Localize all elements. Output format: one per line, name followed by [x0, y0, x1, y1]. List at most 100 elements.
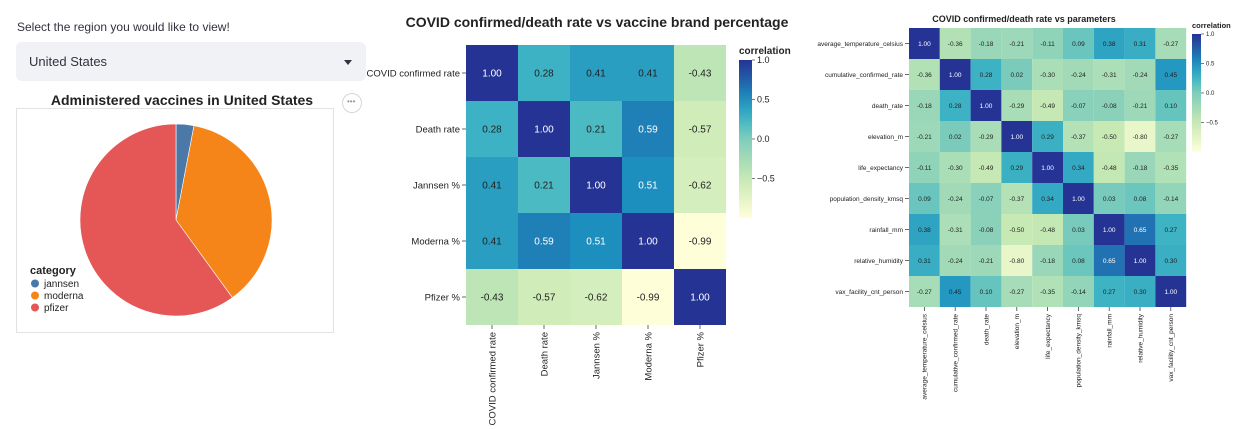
heatmap-cell-value: 0.31: [918, 258, 931, 265]
heatmap-cell-value: -0.57: [689, 125, 712, 136]
x-tick-label: average_temperature_celsius: [922, 313, 929, 399]
heatmap-cell: [939, 183, 971, 214]
heatmap-cell: [1124, 90, 1156, 121]
heatmap-cell: [466, 213, 518, 269]
heatmap-cell: [466, 157, 518, 213]
heatmap-cell: [1093, 152, 1125, 183]
heatmap-cell: [570, 269, 622, 325]
colorbar-title: correlation: [1192, 21, 1231, 30]
heatmap-cell-value: 1.00: [949, 72, 962, 79]
heatmap-cell: [1032, 90, 1063, 121]
heatmap-cell-value: 0.09: [918, 196, 931, 203]
heatmap-cell-value: 0.59: [534, 237, 554, 248]
y-tick-label: population_density_kmsq: [830, 196, 904, 203]
heatmap-cell: [1001, 59, 1033, 90]
heatmap-cell: [518, 157, 570, 213]
heatmap-cell: [466, 45, 518, 101]
colorbar-tick-label: 0.5: [1206, 62, 1215, 68]
heatmap-cell: [970, 152, 1002, 183]
heatmap-cell: [939, 28, 971, 59]
heatmap-cell: [466, 101, 518, 157]
x-tick-label: Death rate: [539, 332, 550, 376]
heatmap-cell: [1001, 152, 1033, 183]
heatmap-cell: [570, 101, 622, 157]
heatmap-cell: [939, 276, 971, 307]
y-tick-label: rainfall_mm: [869, 227, 903, 234]
x-tick-label: life_expectancy: [1045, 313, 1052, 359]
heatmap-cell: [939, 214, 971, 245]
heatmap-cell: [909, 245, 940, 276]
heatmap-cell: [1124, 245, 1156, 276]
heatmap-cell-value: 0.38: [1103, 41, 1116, 48]
heatmap-cell-value: -0.50: [1102, 134, 1117, 141]
heatmap-cell: [1032, 214, 1063, 245]
y-tick-label: vax_facility_cnt_person: [835, 289, 903, 296]
heatmap-cell-value: 1.00: [918, 41, 931, 48]
heatmap-cell: [1155, 59, 1187, 90]
heatmap-cell: [1063, 183, 1094, 214]
heatmap-cell-value: 1.00: [690, 293, 710, 304]
heatmap-cell: [674, 101, 726, 157]
heatmap-cell: [622, 45, 674, 101]
heatmap-cell: [518, 45, 570, 101]
heatmap-cell: [1001, 183, 1033, 214]
heatmap-cell: [570, 213, 622, 269]
heatmap-cell-value: -0.62: [585, 293, 608, 304]
heatmap-cell: [970, 276, 1002, 307]
heatmap-cell: [909, 59, 940, 90]
heatmap-cell-value: -0.21: [979, 258, 994, 265]
vaccine-brand-heatmap: COVID confirmed/death rate vs vaccine br…: [367, 14, 791, 425]
heatmap-title: COVID confirmed/death rate vs vaccine br…: [406, 14, 789, 30]
heatmap-cell-value: -0.11: [1040, 41, 1055, 48]
heatmap-cell: [1093, 214, 1125, 245]
heatmap-cell-value: -0.21: [1009, 41, 1024, 48]
heatmap-cell: [909, 183, 940, 214]
heatmap-cell-value: -0.14: [1163, 196, 1178, 203]
heatmap-cell-value: -0.24: [948, 196, 963, 203]
heatmap-cell-value: -0.80: [1133, 134, 1148, 141]
x-tick-label: vax_facility_cnt_person: [1168, 314, 1175, 382]
heatmap-cell-value: -0.31: [948, 227, 963, 234]
heatmap-cell: [622, 157, 674, 213]
region-select[interactable]: United States: [16, 42, 366, 81]
heatmap-cell-value: -0.99: [689, 237, 712, 248]
heatmap-cell: [1093, 28, 1125, 59]
heatmap-cell-value: -0.35: [1040, 289, 1055, 296]
heatmap-cell: [1155, 28, 1187, 59]
region-select-value: United States: [29, 54, 108, 69]
heatmap-cell: [1001, 28, 1033, 59]
y-tick-label: cumulative_confirmed_rate: [825, 72, 903, 79]
heatmap-cell: [1001, 121, 1033, 152]
heatmap-cell-value: -0.29: [979, 134, 994, 141]
y-tick-label: average_temperature_celsius: [817, 41, 903, 48]
heatmap-cell: [1093, 183, 1125, 214]
heatmap-cell: [909, 121, 940, 152]
heatmap-cell-value: 0.41: [482, 237, 502, 248]
heatmap-cell-value: 0.38: [918, 227, 931, 234]
heatmap-cell: [622, 213, 674, 269]
heatmap-cell: [970, 28, 1002, 59]
heatmap-cell-value: -0.30: [1040, 72, 1055, 79]
heatmap-cell-value: -0.07: [979, 196, 994, 203]
colorbar-tick-label: 0.0: [1206, 91, 1215, 97]
heatmap-cell-value: 0.03: [1103, 196, 1116, 203]
heatmap-cell: [1093, 276, 1125, 307]
heatmap-cell-value: 0.45: [1164, 72, 1177, 79]
heatmap-cell: [970, 121, 1002, 152]
heatmap-cell-value: 0.65: [1134, 227, 1147, 234]
heatmap-cell: [1155, 90, 1187, 121]
y-tick-label: Jannsen %: [413, 180, 461, 191]
heatmap-cell-value: -0.43: [481, 293, 504, 304]
heatmap-cell-value: 0.08: [1072, 258, 1085, 265]
heatmap-cell: [1063, 245, 1094, 276]
colorbar-title: correlation: [739, 46, 791, 57]
heatmap-cell: [1093, 121, 1125, 152]
y-tick-label: COVID confirmed rate: [367, 68, 460, 79]
heatmap-cell-value: 1.00: [1164, 289, 1177, 296]
heatmap-cell-value: -0.37: [1009, 196, 1024, 203]
heatmap-cell-value: -0.36: [948, 41, 963, 48]
heatmap-cell: [518, 101, 570, 157]
chart-menu-button[interactable]: •••: [342, 93, 362, 113]
heatmap-cell: [622, 101, 674, 157]
heatmap-cell: [1155, 245, 1187, 276]
